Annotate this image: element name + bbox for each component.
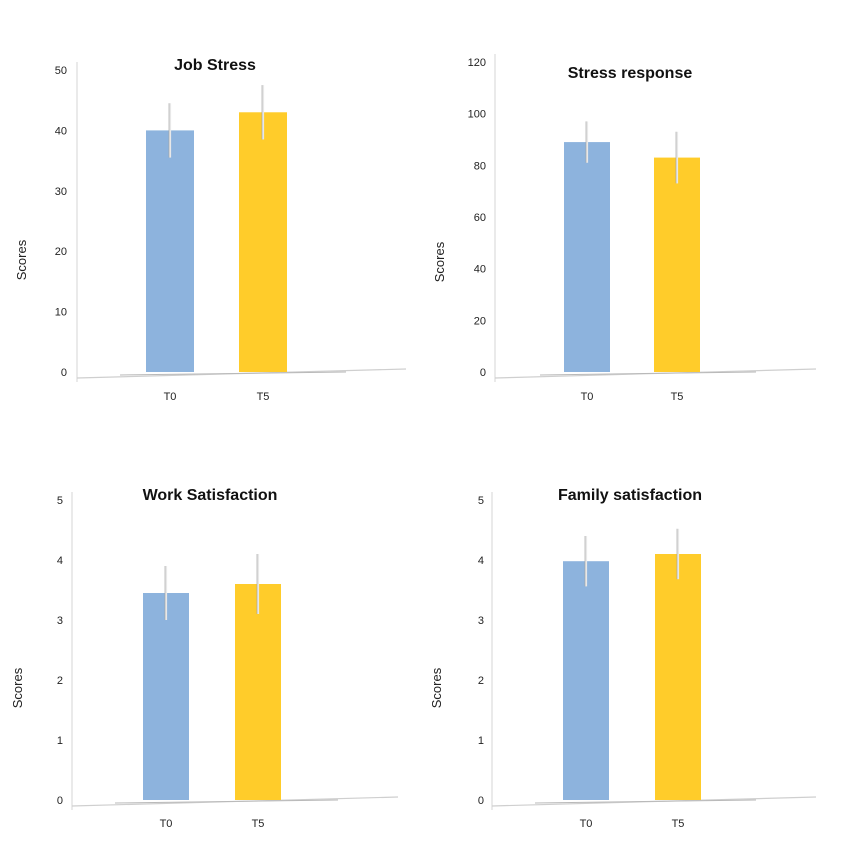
x-tick-label: T0	[164, 391, 177, 403]
y-tick-label: 3	[57, 615, 63, 627]
y-tick-label: 40	[474, 264, 486, 276]
chart-title: Work Satisfaction	[143, 487, 278, 504]
y-axis-label: Scores	[429, 667, 444, 708]
y-tick-label: 40	[55, 125, 67, 137]
y-tick-label: 60	[474, 212, 486, 224]
y-tick-label: 20	[55, 246, 67, 258]
baseline-shadow	[119, 371, 347, 376]
x-tick-label: T5	[257, 391, 270, 403]
chart-panel-4: Family satisfaction Scores 0 1 2 3 4 5 T0 T5	[429, 487, 817, 830]
bar-t0	[146, 130, 194, 372]
bar-t5	[654, 157, 700, 372]
y-tick-label: 2	[478, 675, 484, 687]
x-tick-label: T0	[580, 818, 593, 830]
x-tick-label: T5	[671, 391, 684, 403]
bar-t5	[235, 584, 281, 800]
y-tick-label: 5	[478, 495, 484, 507]
chart-title: Stress response	[568, 65, 693, 82]
y-axis-label: Scores	[432, 241, 447, 282]
y-tick-label: 50	[55, 65, 67, 77]
y-tick-label: 0	[61, 367, 67, 379]
y-tick-label: 1	[57, 735, 63, 747]
baseline-shadow	[114, 799, 339, 804]
y-tick-label: 100	[468, 109, 486, 121]
y-tick-label: 4	[478, 555, 484, 567]
y-tick-label: 120	[468, 57, 486, 69]
x-tick-label: T5	[252, 818, 265, 830]
y-tick-label: 5	[57, 495, 63, 507]
baseline-shadow	[534, 799, 757, 804]
baseline-shadow	[539, 371, 757, 376]
chart-panel-3: Work Satisfaction Scores 0 1 2 3 4 5 T0 T5	[10, 487, 399, 830]
y-tick-label: 10	[55, 307, 67, 319]
y-axis-label: Scores	[14, 239, 29, 280]
bar-t5	[655, 554, 701, 800]
y-tick-label: 20	[474, 315, 486, 327]
bar-t5	[239, 112, 287, 372]
x-tick-label: T0	[581, 391, 594, 403]
chart-title: Job Stress	[174, 57, 256, 74]
x-tick-label: T0	[160, 818, 173, 830]
bar-t0	[563, 561, 609, 800]
x-tick-label: T5	[672, 818, 685, 830]
chart-title: Family satisfaction	[558, 487, 702, 504]
y-tick-label: 2	[57, 675, 63, 687]
bar-t0	[564, 142, 610, 372]
chart-panel-1: Job Stress Scores 0 10 20 30 40 50 T0 T5	[14, 57, 407, 403]
chart-panel-2: Stress response Scores 0 20 40 60 80 100 120 T0 T5	[432, 54, 817, 403]
y-tick-label: 1	[478, 735, 484, 747]
y-tick-label: 0	[480, 367, 486, 379]
y-tick-label: 30	[55, 186, 67, 198]
y-tick-label: 4	[57, 555, 63, 567]
y-axis-label: Scores	[10, 667, 25, 708]
y-tick-label: 3	[478, 615, 484, 627]
y-tick-label: 0	[57, 795, 63, 807]
y-tick-label: 0	[478, 795, 484, 807]
y-tick-label: 80	[474, 160, 486, 172]
bar-t0	[143, 593, 189, 800]
